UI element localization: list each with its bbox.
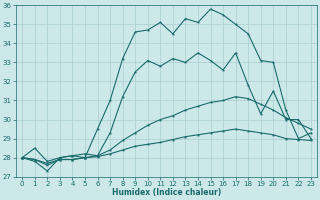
X-axis label: Humidex (Indice chaleur): Humidex (Indice chaleur) (112, 188, 221, 197)
